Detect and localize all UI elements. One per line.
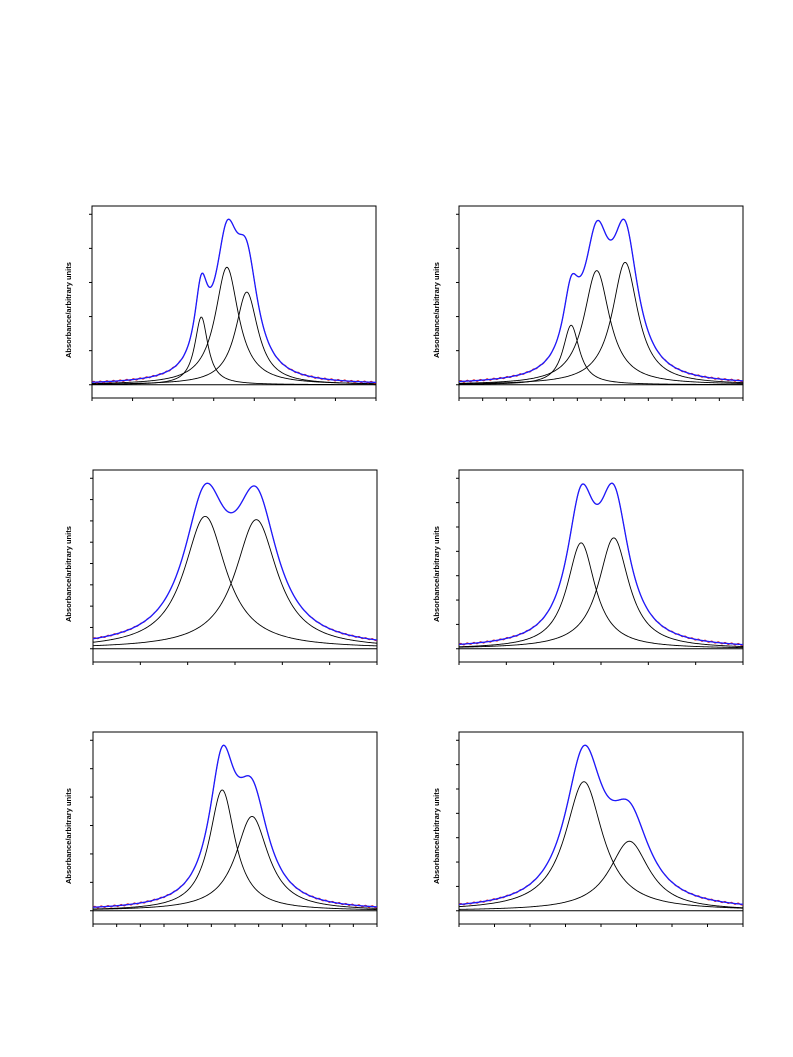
y-axis-label: Absorbance/arbitrary units	[432, 788, 441, 884]
component-curve-2	[92, 519, 378, 647]
chart-panel-4: Absorbance/arbitrary units	[428, 464, 748, 669]
component-curve-1	[458, 542, 744, 649]
chart-panel-3: Absorbance/arbitrary units	[60, 464, 380, 669]
chart-panel-6: Absorbance/arbitrary units	[428, 726, 748, 931]
fit-curve	[91, 218, 377, 384]
chart-panel-2: Absorbance/arbitrary units	[428, 200, 748, 405]
component-curve-1	[92, 789, 378, 910]
component-curve-2	[91, 266, 377, 385]
experimental-curve	[458, 482, 744, 646]
plot-frame	[458, 205, 744, 399]
y-axis-label: Absorbance/arbitrary units	[64, 788, 73, 884]
fit-curve	[458, 218, 744, 383]
experimental-curve	[92, 482, 378, 642]
chart-panel-1: Absorbance/arbitrary units	[60, 200, 380, 405]
component-curve-3	[458, 261, 744, 385]
chart-5	[90, 731, 378, 927]
chart-1	[89, 205, 377, 401]
component-curve-2	[92, 815, 378, 910]
experimental-curve	[91, 218, 377, 384]
fit-curve	[458, 482, 744, 646]
chart-6	[456, 731, 744, 927]
component-curve-2	[458, 270, 744, 384]
plot-frame	[91, 205, 377, 399]
chart-panel-5: Absorbance/arbitrary units	[60, 726, 380, 931]
experimental-curve	[458, 218, 744, 383]
component-curve-3	[91, 291, 377, 385]
y-axis-label: Absorbance/arbitrary units	[432, 526, 441, 622]
y-axis-label: Absorbance/arbitrary units	[64, 526, 73, 622]
component-curve-2	[458, 537, 744, 648]
y-axis-label: Absorbance/arbitrary units	[432, 262, 441, 358]
experimental-curve	[92, 744, 378, 909]
fit-curve	[92, 482, 378, 641]
plot-frame	[92, 731, 378, 925]
component-curve-1	[92, 515, 378, 647]
y-axis-label: Absorbance/arbitrary units	[64, 262, 73, 358]
chart-4	[456, 469, 744, 665]
fit-curve	[458, 744, 744, 906]
component-curve-1	[459, 324, 743, 386]
component-curve-1	[458, 781, 744, 909]
chart-3	[90, 469, 378, 665]
plot-frame	[458, 469, 744, 663]
component-curve-1	[92, 316, 376, 386]
chart-2	[456, 205, 744, 401]
fit-curve	[92, 744, 378, 908]
component-curve-2	[458, 840, 744, 910]
